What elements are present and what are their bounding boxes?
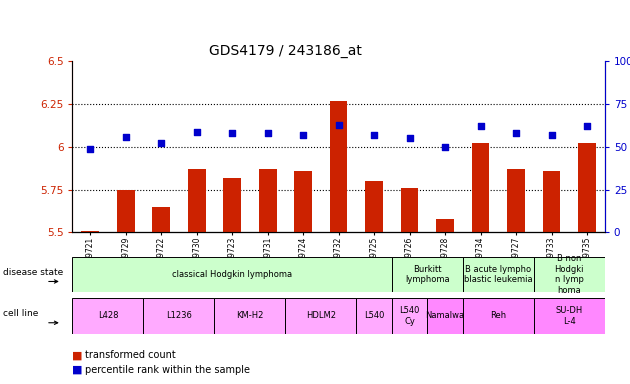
Text: B acute lympho
blastic leukemia: B acute lympho blastic leukemia <box>464 265 532 284</box>
Text: transformed count: transformed count <box>85 350 176 360</box>
Text: B non
Hodgki
n lymp
homa: B non Hodgki n lymp homa <box>554 255 584 295</box>
Bar <box>81 231 99 232</box>
Point <box>192 128 202 134</box>
Text: classical Hodgkin lymphoma: classical Hodgkin lymphoma <box>172 270 292 279</box>
Point <box>369 132 379 138</box>
Text: percentile rank within the sample: percentile rank within the sample <box>85 365 250 375</box>
Bar <box>72 257 392 292</box>
Bar <box>427 298 463 334</box>
Text: L540
Cy: L540 Cy <box>399 306 420 326</box>
Bar <box>534 298 605 334</box>
Point <box>404 135 415 141</box>
Text: SU-DH
L-4: SU-DH L-4 <box>556 306 583 326</box>
Bar <box>392 257 463 292</box>
Bar <box>401 188 418 232</box>
Bar <box>214 298 285 334</box>
Bar <box>534 257 605 292</box>
Bar <box>72 298 144 334</box>
Point <box>440 144 450 150</box>
Point <box>582 123 592 129</box>
Text: HDLM2: HDLM2 <box>306 311 336 320</box>
Title: GDS4179 / 243186_at: GDS4179 / 243186_at <box>209 44 362 58</box>
Bar <box>329 101 348 232</box>
Bar <box>365 181 383 232</box>
Bar <box>223 178 241 232</box>
Bar <box>144 298 214 334</box>
Bar <box>578 144 596 232</box>
Point <box>85 146 95 152</box>
Text: L540: L540 <box>364 311 384 320</box>
Bar <box>152 207 170 232</box>
Bar <box>436 218 454 232</box>
Bar <box>392 298 427 334</box>
Bar <box>472 144 490 232</box>
Text: disease state: disease state <box>3 268 64 277</box>
Point <box>227 130 237 136</box>
Point <box>120 134 131 140</box>
Bar <box>463 298 534 334</box>
Bar <box>463 257 534 292</box>
Point <box>546 132 557 138</box>
Point <box>333 122 343 128</box>
Text: ■: ■ <box>72 365 83 375</box>
Text: L428: L428 <box>98 311 118 320</box>
Text: ■: ■ <box>72 350 83 360</box>
Text: cell line: cell line <box>3 310 38 318</box>
Text: Reh: Reh <box>490 311 507 320</box>
Bar <box>117 190 135 232</box>
Bar <box>259 169 277 232</box>
Bar <box>294 171 312 232</box>
Point <box>511 130 521 136</box>
Point <box>298 132 308 138</box>
Point <box>476 123 486 129</box>
Bar <box>507 169 525 232</box>
Point <box>263 130 273 136</box>
Text: Burkitt
lymphoma: Burkitt lymphoma <box>405 265 450 284</box>
Bar <box>188 169 205 232</box>
Bar <box>542 171 561 232</box>
Text: KM-H2: KM-H2 <box>236 311 263 320</box>
Point <box>156 141 166 147</box>
Bar <box>357 298 392 334</box>
Text: Namalwa: Namalwa <box>425 311 465 320</box>
Text: L1236: L1236 <box>166 311 192 320</box>
Bar <box>285 298 357 334</box>
